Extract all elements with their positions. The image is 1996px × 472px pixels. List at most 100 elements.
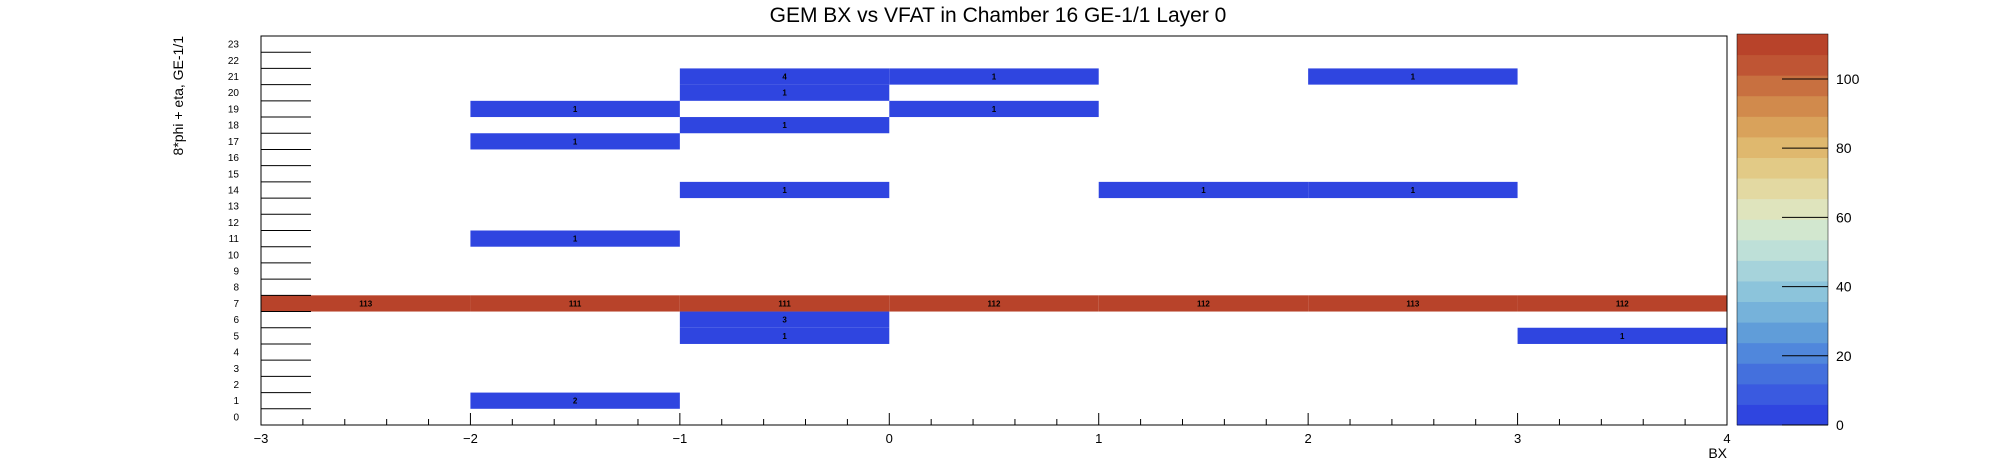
x-tick-label: 2 [1305,431,1312,446]
heatmap-cell [679,327,890,344]
y-tick-label: 17 [228,137,240,148]
y-tick-label: 16 [228,153,240,164]
heatmap-cell [1517,295,1727,312]
palette-band [1737,116,1828,138]
cell-value-label: 112 [1197,299,1210,308]
palette-band [1737,198,1828,220]
y-tick-label: 5 [233,331,239,342]
cell-value-label: 1 [782,121,787,130]
heatmap-cell [470,392,680,409]
chart-title: GEM BX vs VFAT in Chamber 16 GE-1/1 Laye… [770,4,1227,27]
heatmap-cell [1308,181,1518,199]
heatmap-cell [470,100,680,118]
palette-band [1737,301,1828,323]
y-tick-label: 8 [233,283,239,294]
palette-band [1737,95,1828,117]
heatmap-cell [1098,181,1309,199]
y-tick-label: 7 [233,299,239,310]
palette-band [1737,136,1828,158]
cell-value-label: 3 [782,316,787,325]
y-tick-label: 18 [228,121,240,132]
cell-value-label: 1 [782,332,787,341]
y-tick-label: 12 [228,218,240,229]
palette-band [1737,34,1828,56]
heatmap-cell [889,100,1099,118]
heatmap-cell [679,84,890,101]
y-tick-label: 23 [228,40,240,51]
cell-value-label: 1 [1620,332,1625,341]
cell-value-label: 1 [1411,73,1416,82]
palette-band [1737,75,1828,97]
cell-value-label: 4 [782,73,787,82]
heatmap-cell [1308,68,1518,85]
y-tick-label: 3 [233,364,239,375]
heatmap-cell [889,68,1099,85]
palette-tick-label: 100 [1836,71,1860,87]
heatmap-cell [679,68,890,85]
palette-band [1737,157,1828,179]
x-tick-label: −3 [254,431,269,446]
y-axis-title: 8*phi + eta, GE-1/1 [170,36,186,156]
cell-value-label: 1 [573,235,578,244]
heatmap-cell [470,230,680,247]
x-tick-label: 0 [886,431,893,446]
x-tick-label: −2 [463,431,478,446]
palette-frame [1736,33,1829,426]
heatmap-cell [1098,295,1309,312]
plot-frame [260,35,1728,426]
palette-band [1737,322,1828,344]
y-tick-label: 10 [228,250,240,261]
y-tick-label: 11 [229,234,240,245]
y-tick-label: 22 [228,56,240,67]
palette-band [1737,383,1828,405]
y-tick-label: 21 [228,72,240,83]
cell-value-label: 1 [573,137,578,146]
cell-value-label: 1 [992,105,997,114]
y-tick-label: 13 [228,202,240,213]
y-tick-label: 15 [228,169,240,180]
cell-value-label: 1 [1201,186,1206,195]
cell-value-label: 1 [1411,186,1416,195]
heatmap-cell [1308,295,1518,312]
palette-band [1737,239,1828,261]
y-tick-label: 0 [233,412,239,423]
cell-value-label: 1 [992,73,997,82]
y-tick-label: 1 [233,396,239,407]
palette-band [1737,363,1828,385]
y-tick-label: 9 [233,267,239,278]
cell-value-label: 113 [1406,299,1419,308]
palette-tick-label: 60 [1836,209,1852,225]
x-tick-label: −1 [672,431,687,446]
palette-band [1737,342,1828,364]
x-axis-title: BX [1708,445,1727,461]
cell-value-label: 1 [782,89,787,98]
heatmap-cell [470,295,680,312]
cell-value-label: 112 [1616,299,1629,308]
cell-value-label: 112 [988,299,1001,308]
cell-value-label: 1 [573,105,578,114]
palette-band [1737,260,1828,282]
y-tick-label: 19 [228,104,240,115]
cell-value-label: 113 [359,299,372,308]
y-tick-label: 4 [233,348,239,359]
palette-band [1737,178,1828,200]
y-tick-label: 20 [228,88,240,99]
x-tick-label: 1 [1095,431,1102,446]
heatmap-cell [679,181,890,199]
y-tick-label: 14 [228,185,240,196]
palette-band [1737,219,1828,241]
palette-band [1737,404,1828,426]
palette-tick-label: 80 [1836,140,1852,156]
x-tick-label: 4 [1723,431,1730,446]
cell-value-label: 1 [782,186,787,195]
heatmap-cell [261,295,471,312]
palette-band [1737,54,1828,76]
y-tick-label: 2 [233,380,239,391]
heatmap-cell [679,117,890,134]
heatmap-cell [470,133,680,150]
cell-value-label: 2 [573,397,578,406]
cell-value-label: 111 [778,299,791,308]
palette-tick-label: 40 [1836,279,1852,295]
x-tick-label: 3 [1514,431,1521,446]
